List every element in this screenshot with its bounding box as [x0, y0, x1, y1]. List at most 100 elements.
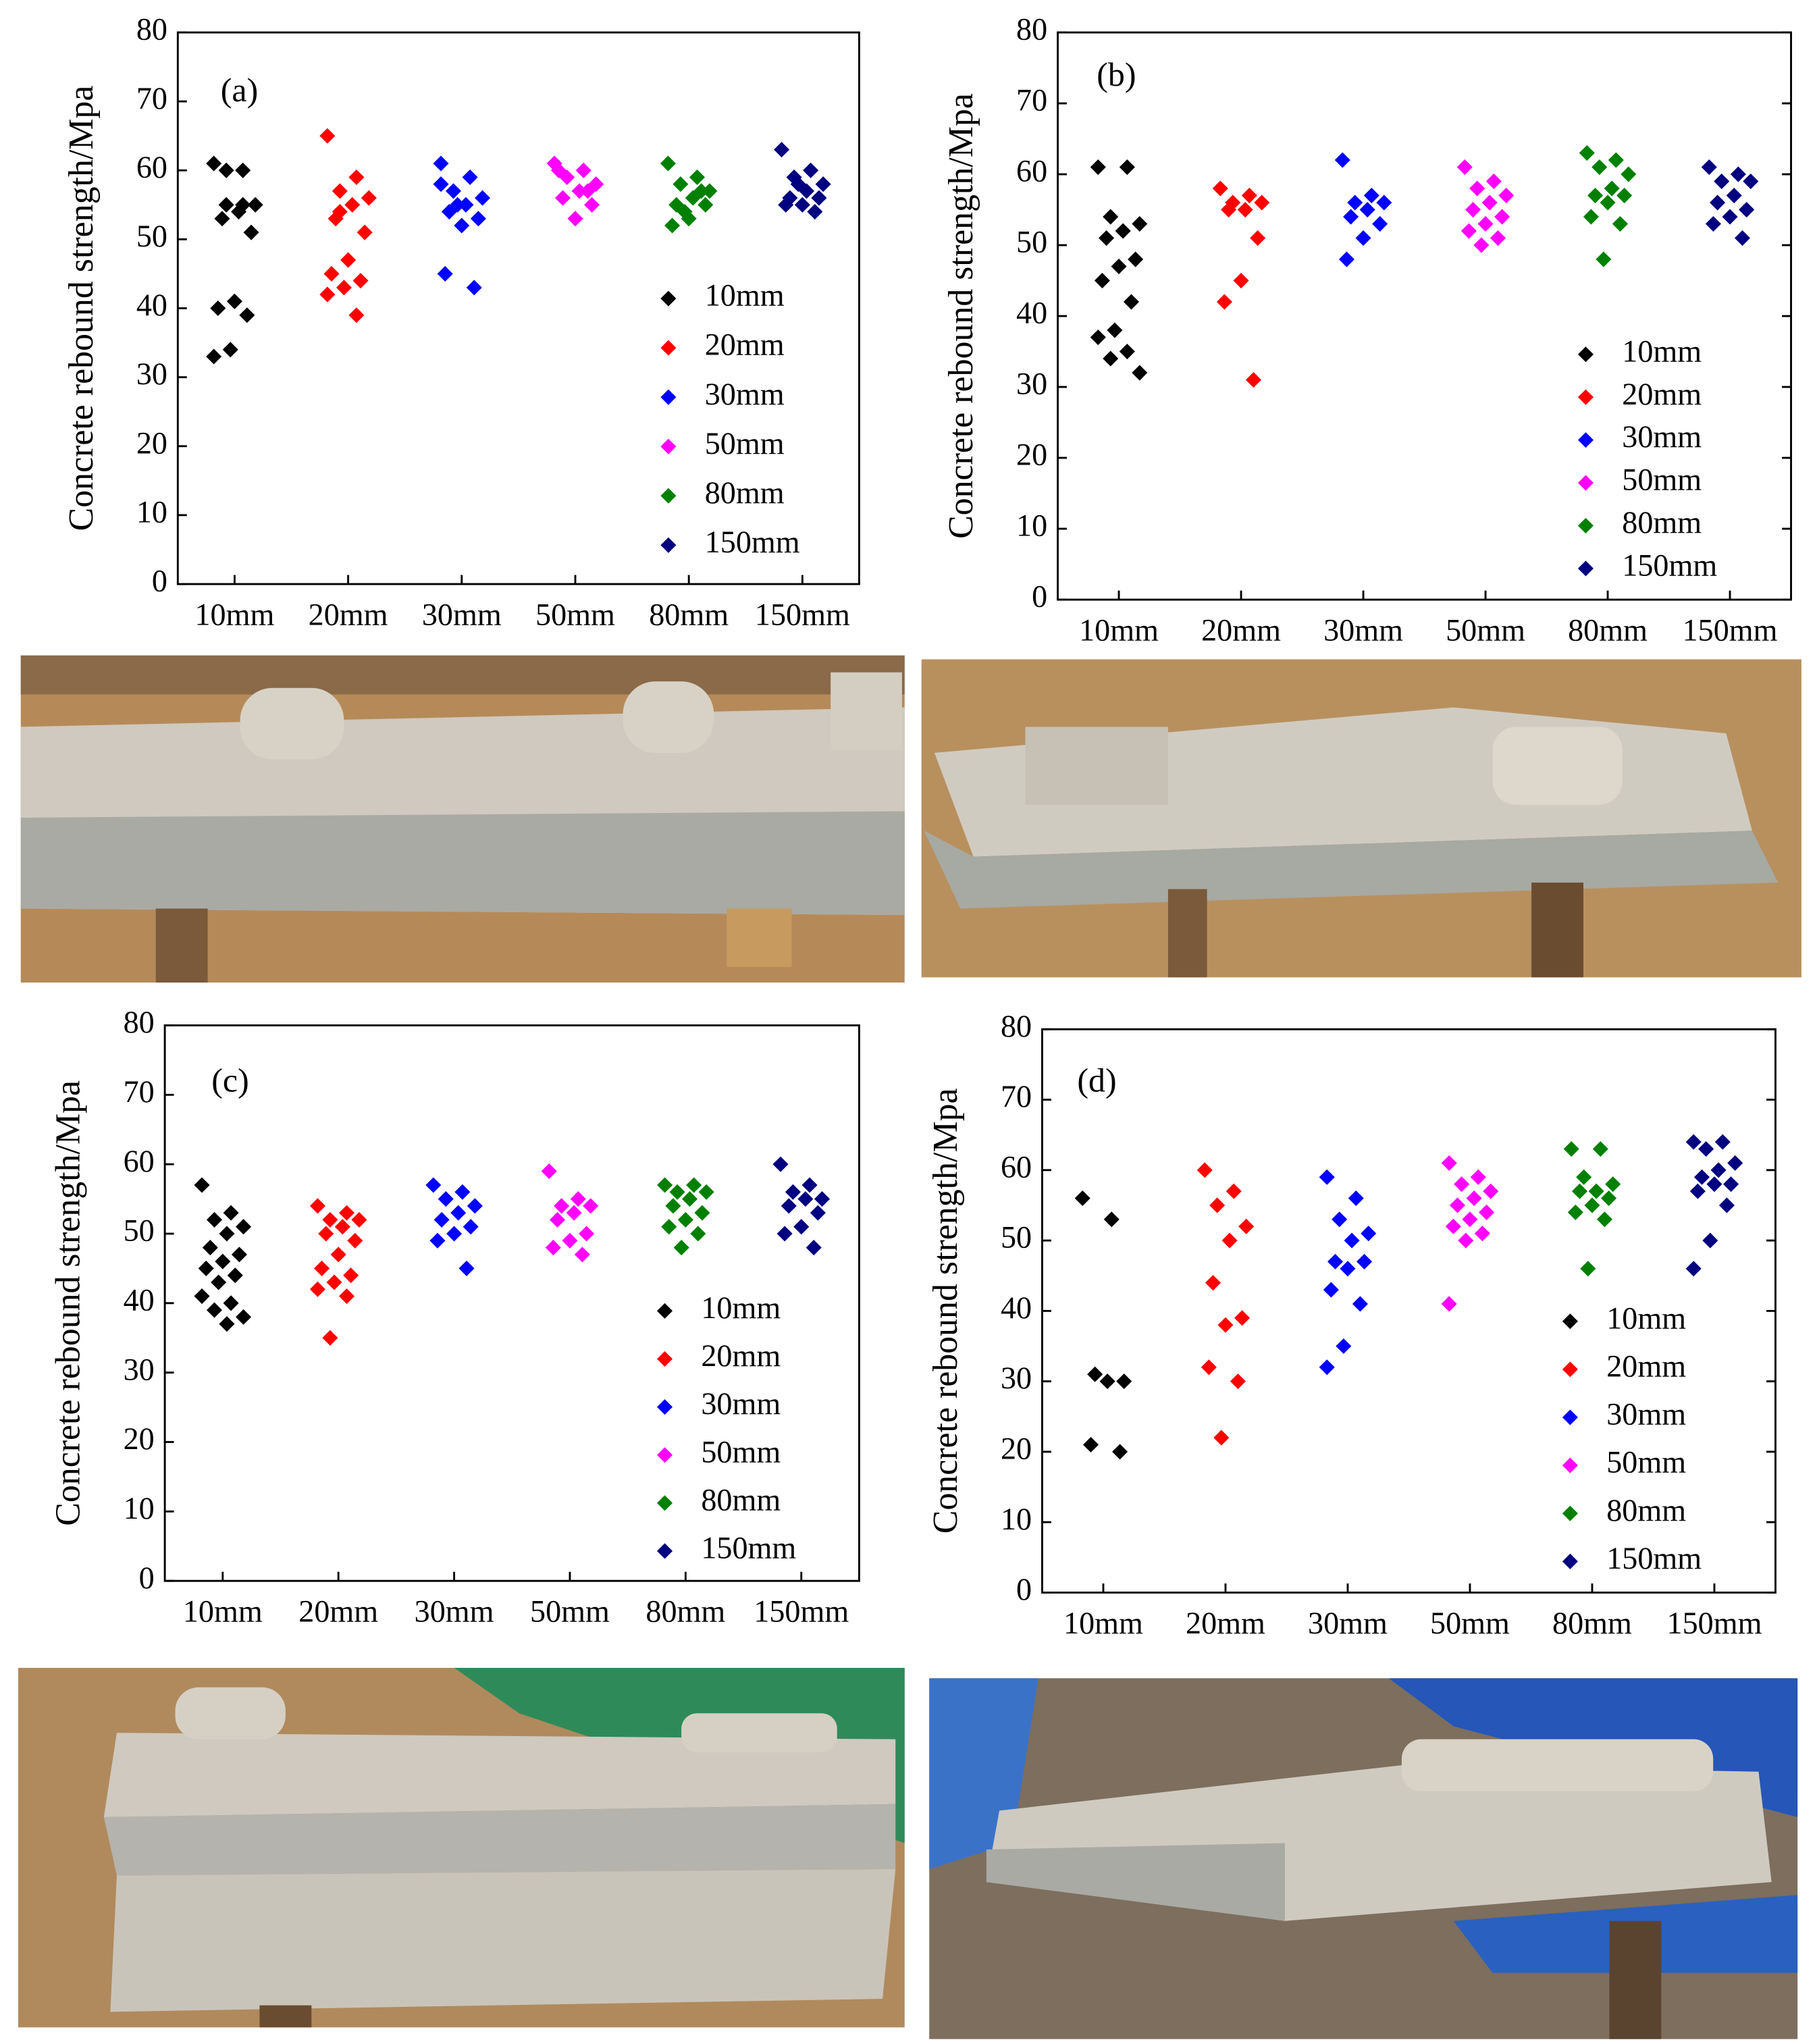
legend-marker [660, 340, 677, 356]
data-point [338, 1288, 355, 1305]
data-point [1723, 1176, 1739, 1193]
data-point [690, 1226, 706, 1242]
panel-label: (c) [211, 1061, 248, 1099]
data-point [774, 142, 790, 158]
data-point [462, 169, 478, 186]
panel-label: (a) [221, 71, 258, 109]
data-point [235, 196, 251, 213]
data-point [1685, 1134, 1702, 1150]
data-point [218, 162, 234, 178]
data-point [1112, 1444, 1128, 1460]
legend-label: 150mm [705, 525, 800, 559]
data-point [1319, 1359, 1335, 1375]
chart-panel: 0 10 20 30 40 50 60 70 80 Concrete rebound streng… [49, 1005, 860, 1629]
data-point [348, 169, 365, 186]
legend-marker [1577, 517, 1594, 534]
data-point [1466, 1190, 1482, 1207]
y-tick-label: 0 [152, 564, 167, 598]
legend-label: 150mm [1622, 548, 1717, 582]
legend-label: 50mm [701, 1434, 781, 1469]
data-point [1462, 1211, 1478, 1228]
y-tick-label: 40 [124, 1282, 155, 1317]
data-point [467, 1198, 483, 1214]
data-point [1233, 273, 1249, 289]
data-point [1441, 1296, 1457, 1312]
y-tick-label: 0 [1032, 579, 1047, 614]
data-point [694, 1205, 710, 1221]
y-tick-label: 50 [136, 219, 167, 253]
data-point [1344, 1232, 1360, 1249]
data-point [348, 307, 365, 323]
data-point [236, 1309, 252, 1325]
data-point [243, 224, 259, 240]
y-tick-label: 0 [1016, 1572, 1032, 1606]
data-point [1441, 1155, 1457, 1171]
data-point [206, 1211, 223, 1228]
data-point [326, 1274, 342, 1290]
data-point [454, 1184, 471, 1200]
data-point [1238, 1218, 1255, 1234]
data-point [1213, 1430, 1230, 1446]
chart-panel: 0 10 20 30 40 50 60 70 80 Concrete rebound streng… [926, 1009, 1776, 1640]
y-tick-label: 30 [136, 357, 167, 391]
legend-label: 50mm [705, 426, 785, 461]
y-tick-label: 70 [1001, 1079, 1032, 1113]
data-point [438, 1191, 454, 1207]
data-point [466, 280, 482, 296]
y-tick-label: 10 [136, 494, 167, 529]
data-point [1209, 1197, 1226, 1213]
data-point [332, 204, 348, 220]
legend-marker [656, 1447, 673, 1463]
y-tick-label: 40 [1001, 1290, 1032, 1325]
data-point [1685, 1261, 1702, 1277]
data-point [1702, 1232, 1718, 1249]
data-point [1099, 230, 1115, 246]
data-point [807, 204, 823, 220]
data-point [1458, 1232, 1474, 1249]
data-point [1450, 1197, 1466, 1213]
data-point [806, 1240, 822, 1256]
y-tick-label: 70 [1016, 83, 1047, 117]
data-point [319, 128, 336, 144]
data-point [1327, 1253, 1344, 1269]
data-point [570, 1191, 586, 1207]
data-point [223, 1295, 239, 1311]
data-point [194, 1177, 210, 1193]
data-point [1612, 216, 1629, 232]
data-point [1694, 1169, 1710, 1185]
y-tick-label: 70 [136, 81, 167, 115]
legend-label: 50mm [1606, 1445, 1686, 1479]
data-point [669, 1184, 685, 1200]
data-point [562, 1232, 578, 1249]
data-point [1588, 1183, 1604, 1199]
photo-a [20, 655, 905, 983]
legend-label: 10mm [1622, 334, 1702, 368]
data-point [776, 1226, 793, 1242]
data-point [1119, 344, 1135, 360]
data-point [1710, 194, 1726, 211]
data-point [1123, 294, 1140, 310]
data-point [566, 1205, 582, 1221]
data-point [1338, 251, 1354, 267]
data-point [772, 1156, 789, 1172]
data-point [1115, 223, 1131, 239]
chart-panel: 0 10 20 30 40 50 60 70 80 Concrete rebound streng… [942, 12, 1792, 648]
data-point [1470, 1169, 1486, 1185]
data-point [1103, 209, 1119, 225]
legend-label: 30mm [705, 377, 785, 411]
data-point [1132, 216, 1148, 232]
data-point [1498, 188, 1515, 204]
x-tick-label: 50mm [530, 1594, 610, 1629]
data-point [1355, 230, 1371, 246]
legend-marker [1577, 389, 1594, 405]
data-point [1332, 1211, 1348, 1228]
data-point [1579, 145, 1595, 161]
legend-label: 20mm [705, 327, 785, 362]
legend-marker [1562, 1361, 1578, 1378]
data-point [1090, 330, 1106, 346]
data-point [664, 217, 681, 234]
data-point [1596, 251, 1612, 267]
data-point [1605, 1176, 1621, 1193]
y-tick-label: 40 [136, 288, 167, 322]
data-point [357, 224, 373, 240]
